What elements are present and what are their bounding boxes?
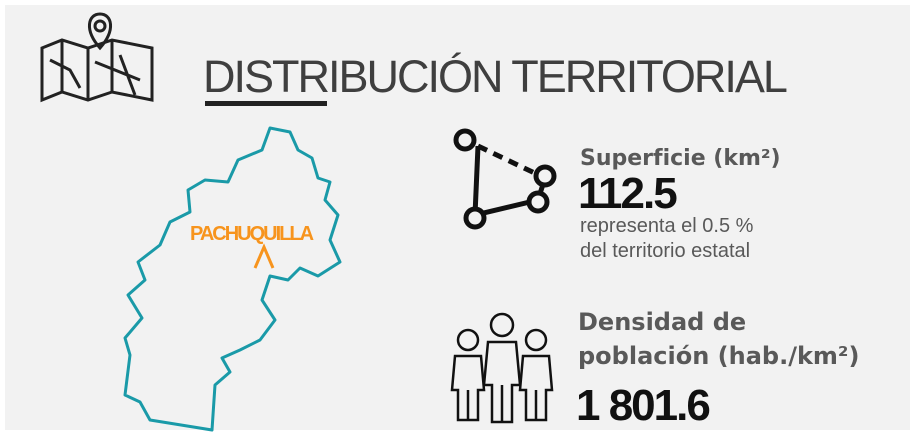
surface-label: Superficie (km²) <box>580 146 781 171</box>
density-label: Densidad de <box>578 308 746 336</box>
density-value: 1 801.6 <box>576 381 709 430</box>
territory-outline <box>123 126 342 432</box>
density-label: población (hab./km²) <box>578 342 859 370</box>
surface-value: 112.5 <box>578 169 677 218</box>
place-marker <box>253 243 275 269</box>
surface-note: representa el 0.5 % <box>580 215 754 237</box>
surface-icon <box>453 128 557 230</box>
people-icon <box>450 312 554 424</box>
surface-note: del territorio estatal <box>580 240 750 262</box>
title: DISTRIBUCIÓN TERRITORIAL <box>203 51 787 102</box>
place-label: PACHUQUILLA <box>190 223 314 245</box>
map-icon <box>40 12 154 103</box>
title-underline <box>205 101 327 106</box>
panel <box>5 5 910 430</box>
